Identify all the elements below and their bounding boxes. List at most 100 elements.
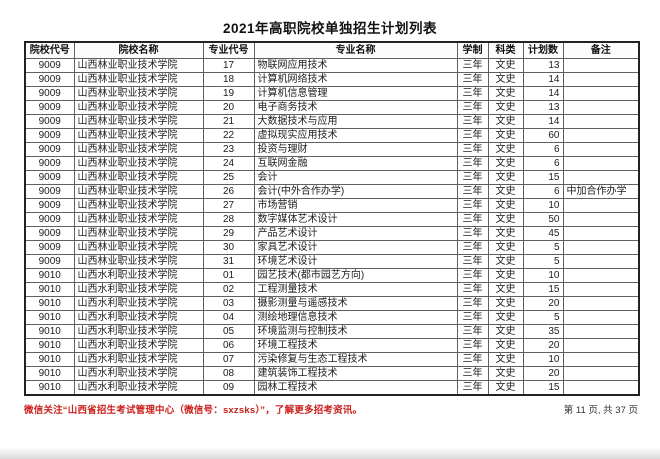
table-cell: 山西林业职业技术学院	[73, 211, 204, 227]
table-cell: 市场营销	[253, 197, 458, 213]
table-cell: 文史	[487, 337, 524, 353]
table-cell: 9010	[24, 379, 75, 395]
table-cell: 9009	[24, 113, 75, 129]
table-cell: 环境工程技术	[253, 337, 458, 353]
table-cell: 山西林业职业技术学院	[73, 169, 204, 185]
table-cell: 09	[202, 379, 255, 395]
table-cell: 产品艺术设计	[253, 225, 458, 241]
table-cell: 污染修复与生态工程技术	[253, 351, 458, 367]
table-cell: 山西林业职业技术学院	[73, 183, 204, 199]
table-cell: 文史	[487, 365, 524, 381]
table-cell: 文史	[487, 71, 524, 87]
table-cell: 摄影测量与遥感技术	[253, 295, 458, 311]
table-row: 9009 山西林业职业技术学院 18 计算机网络技术 三年 文史 14	[24, 71, 640, 87]
table-cell: 文史	[487, 351, 524, 367]
table-cell	[562, 281, 640, 297]
table-cell: 互联网金融	[253, 155, 458, 171]
table-row: 9010 山西水利职业技术学院 03 摄影测量与遥感技术 三年 文史 20	[24, 295, 640, 311]
table-cell: 20	[522, 365, 564, 381]
table-cell: 15	[522, 169, 564, 185]
table-cell: 三年	[456, 141, 489, 157]
table-cell	[562, 169, 640, 185]
table-cell: 山西水利职业技术学院	[73, 281, 204, 297]
table-cell	[562, 141, 640, 157]
col-header-college-name: 院校名称	[73, 41, 204, 59]
table-cell: 18	[202, 71, 255, 87]
table-cell: 建筑装饰工程技术	[253, 365, 458, 381]
table-cell: 山西水利职业技术学院	[73, 323, 204, 339]
table-cell: 投资与理财	[253, 141, 458, 157]
table-cell: 会计(中外合作办学)	[253, 183, 458, 199]
col-header-remarks: 备注	[562, 41, 640, 59]
table-cell: 三年	[456, 155, 489, 171]
table-cell: 计算机网络技术	[253, 71, 458, 87]
table-cell: 50	[522, 211, 564, 227]
table-body: 9009 山西林业职业技术学院 17 物联网应用技术 三年 文史 13 9009 山西林业职业技…	[24, 57, 640, 395]
table-row: 9010 山西水利职业技术学院 08 建筑装饰工程技术 三年 文史 20	[24, 365, 640, 381]
table-cell: 9010	[24, 351, 75, 367]
table-cell	[562, 57, 640, 73]
table-cell: 山西林业职业技术学院	[73, 253, 204, 269]
table-cell: 9009	[24, 99, 75, 115]
table-cell: 9009	[24, 141, 75, 157]
table-cell: 文史	[487, 379, 524, 395]
table-cell: 三年	[456, 295, 489, 311]
table-cell: 三年	[456, 99, 489, 115]
table-row: 9009 山西林业职业技术学院 23 投资与理财 三年 文史 6	[24, 141, 640, 157]
table-row: 9010 山西水利职业技术学院 05 环境监测与控制技术 三年 文史 35	[24, 323, 640, 339]
table-cell: 三年	[456, 267, 489, 283]
table-cell: 三年	[456, 253, 489, 269]
table-cell: 山西林业职业技术学院	[73, 239, 204, 255]
table-cell: 大数据技术与应用	[253, 113, 458, 129]
table-cell: 9009	[24, 239, 75, 255]
table-cell	[562, 99, 640, 115]
table-cell	[562, 267, 640, 283]
table-cell	[562, 295, 640, 311]
table-cell: 三年	[456, 309, 489, 325]
table-cell: 文史	[487, 281, 524, 297]
table-cell: 山西林业职业技术学院	[73, 99, 204, 115]
table-cell: 三年	[456, 113, 489, 129]
table-cell: 山西水利职业技术学院	[73, 309, 204, 325]
table-row: 9009 山西林业职业技术学院 27 市场营销 三年 文史 10	[24, 197, 640, 213]
table-cell: 三年	[456, 183, 489, 199]
table-row: 9009 山西林业职业技术学院 30 家具艺术设计 三年 文史 5	[24, 239, 640, 255]
table-cell: 9010	[24, 365, 75, 381]
table-cell: 山西水利职业技术学院	[73, 267, 204, 283]
table-cell: 9009	[24, 155, 75, 171]
table-header: 院校代号 院校名称 专业代号 专业名称 学制 科类 计划数 备注	[24, 41, 640, 59]
table-cell: 15	[522, 281, 564, 297]
table-cell: 02	[202, 281, 255, 297]
table-cell: 山西水利职业技术学院	[73, 351, 204, 367]
table-row: 9010 山西水利职业技术学院 06 环境工程技术 三年 文史 20	[24, 337, 640, 353]
table-cell: 文史	[487, 169, 524, 185]
table-cell	[562, 85, 640, 101]
table-cell: 19	[202, 85, 255, 101]
table-cell: 文史	[487, 141, 524, 157]
table-cell: 三年	[456, 169, 489, 185]
table-cell: 9009	[24, 253, 75, 269]
table-cell: 三年	[456, 337, 489, 353]
table-cell: 9010	[24, 309, 75, 325]
table-cell	[562, 127, 640, 143]
table-cell: 25	[202, 169, 255, 185]
table-cell: 6	[522, 141, 564, 157]
table-cell: 14	[522, 113, 564, 129]
table-cell: 文史	[487, 57, 524, 73]
table-cell: 10	[522, 267, 564, 283]
table-row: 9009 山西林业职业技术学院 26 会计(中外合作办学) 三年 文史 6 中加合作办学	[24, 183, 640, 199]
table-cell: 山西水利职业技术学院	[73, 379, 204, 395]
table-cell: 26	[202, 183, 255, 199]
table-cell: 9010	[24, 323, 75, 339]
table-cell	[562, 211, 640, 227]
table-cell: 20	[522, 337, 564, 353]
table-cell: 文史	[487, 183, 524, 199]
table-cell: 三年	[456, 225, 489, 241]
table-cell: 9010	[24, 281, 75, 297]
table-cell: 会计	[253, 169, 458, 185]
table-cell: 文史	[487, 99, 524, 115]
table-cell: 文史	[487, 253, 524, 269]
table-cell: 山西水利职业技术学院	[73, 295, 204, 311]
table-cell: 6	[522, 155, 564, 171]
table-cell: 园林工程技术	[253, 379, 458, 395]
